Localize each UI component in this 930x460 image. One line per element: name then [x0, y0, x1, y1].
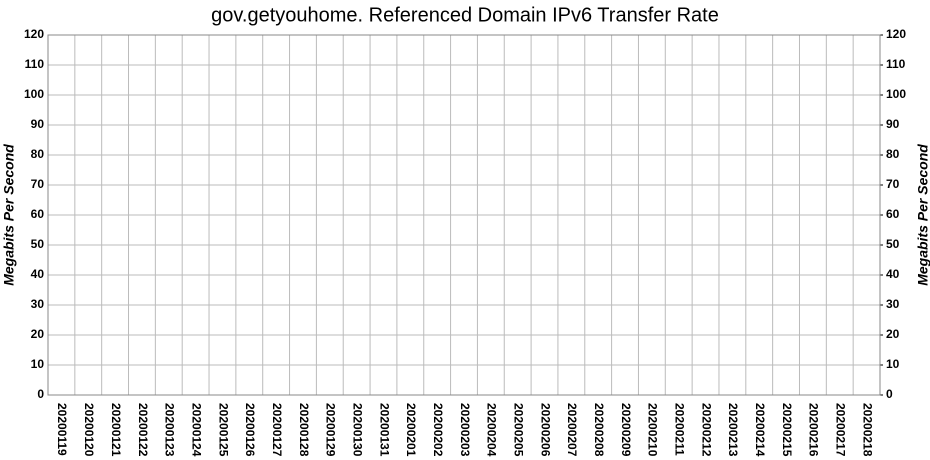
y2-tick-label: 40 — [886, 267, 900, 281]
y-tick-label: 120 — [24, 27, 44, 41]
x-tick-label: 20200209 — [619, 403, 633, 457]
x-tick-label: 20200205 — [512, 403, 526, 457]
y2-tick-label: 10 — [886, 357, 900, 371]
y-tick-label: 30 — [31, 297, 45, 311]
y-tick-label: 80 — [31, 147, 45, 161]
y2-tick-label: 70 — [886, 177, 900, 191]
x-tick-label: 20200124 — [189, 403, 203, 457]
y2-tick-label: 0 — [886, 387, 893, 401]
x-tick-label: 20200126 — [243, 403, 257, 457]
y-tick-label: 60 — [31, 207, 45, 221]
x-tick-label: 20200213 — [726, 403, 740, 457]
x-tick-label: 20200201 — [404, 403, 418, 457]
x-tick-label: 20200122 — [136, 403, 150, 457]
x-tick-label: 20200129 — [324, 403, 338, 457]
y2-tick-label: 50 — [886, 237, 900, 251]
y2-tick-label: 80 — [886, 147, 900, 161]
x-tick-label: 20200130 — [350, 403, 364, 457]
x-tick-label: 20200125 — [216, 403, 230, 457]
x-tick-label: 20200206 — [538, 403, 552, 457]
x-tick-label: 20200215 — [780, 403, 794, 457]
x-tick-label: 20200128 — [297, 403, 311, 457]
y-tick-label: 20 — [31, 327, 45, 341]
x-tick-label: 20200120 — [82, 403, 96, 457]
x-tick-label: 20200121 — [109, 403, 123, 457]
y-tick-label: 0 — [37, 387, 44, 401]
y2-tick-label: 100 — [886, 87, 906, 101]
x-tick-label: 20200214 — [753, 403, 767, 457]
x-tick-label: 20200210 — [646, 403, 660, 457]
x-tick-label: 20200202 — [431, 403, 445, 457]
y2-axis-label: Megabits Per Second — [915, 144, 930, 286]
y2-tick-label: 30 — [886, 297, 900, 311]
chart-title: gov.getyouhome. Referenced Domain IPv6 T… — [211, 4, 719, 26]
y-tick-label: 110 — [25, 57, 45, 71]
x-tick-label: 20200203 — [458, 403, 472, 457]
x-tick-label: 20200119 — [55, 403, 69, 456]
x-tick-label: 20200207 — [565, 403, 579, 457]
y2-tick-label: 20 — [886, 327, 900, 341]
y-tick-label: 10 — [31, 357, 45, 371]
y-axis-label: Megabits Per Second — [1, 144, 17, 286]
x-tick-label: 20200208 — [592, 403, 606, 457]
x-tick-label: 20200127 — [270, 403, 284, 457]
x-tick-label: 20200217 — [834, 403, 848, 457]
y-tick-label: 90 — [31, 117, 45, 131]
x-tick-label: 20200216 — [807, 403, 821, 457]
x-tick-label: 20200218 — [860, 403, 874, 457]
y2-tick-label: 120 — [886, 27, 906, 41]
y-tick-label: 100 — [24, 87, 44, 101]
x-tick-label: 20200123 — [163, 403, 177, 457]
plot-frame — [47, 34, 881, 396]
y2-tick-label: 60 — [886, 207, 900, 221]
x-tick-label: 20200212 — [699, 403, 713, 457]
x-tick-label: 20200211 — [673, 403, 687, 456]
x-tick-label: 20200131 — [377, 403, 391, 457]
x-tick-label: 20200204 — [485, 403, 499, 457]
y-tick-label: 40 — [31, 267, 45, 281]
y-tick-label: 70 — [31, 177, 45, 191]
y2-tick-label: 110 — [886, 57, 906, 71]
y-tick-label: 50 — [31, 237, 45, 251]
y2-tick-label: 90 — [886, 117, 900, 131]
